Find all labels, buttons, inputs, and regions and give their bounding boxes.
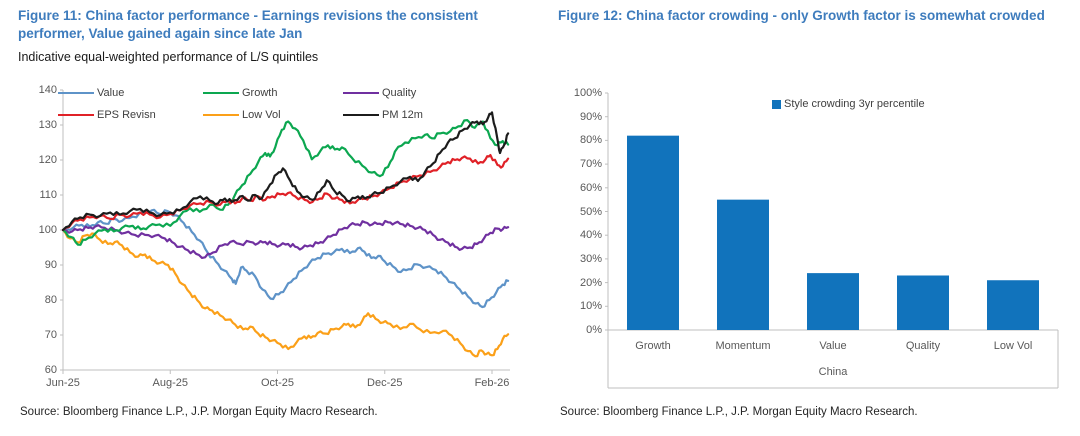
series-line-pm-12m — [61, 111, 510, 232]
fig12-y-tick-label: 10% — [579, 300, 602, 313]
fig11-legend-item: PM 12m — [343, 109, 423, 121]
fig11-y-tick-label: 100 — [38, 224, 57, 236]
fig11-legend-item: Growth — [203, 87, 277, 99]
legend-label: Value — [97, 87, 125, 99]
fig11-y-tick-label: 110 — [39, 189, 57, 201]
fig11-y-tick-label: 120 — [38, 154, 57, 166]
legend-label: Low Vol — [242, 109, 281, 121]
fig11-legend-item: Quality — [343, 87, 416, 99]
fig11-y-tick-label: 130 — [38, 119, 57, 131]
series-line-quality — [61, 219, 510, 259]
legend-label: Style crowding 3yr percentile — [784, 98, 925, 110]
figure11-source: Source: Bloomberg Finance L.P., J.P. Mor… — [20, 406, 378, 418]
legend-line-swatch — [203, 113, 239, 117]
legend-square-swatch — [772, 99, 781, 109]
bar-quality — [897, 275, 949, 330]
figure11-section: Figure 11: China factor performance - Ea… — [18, 8, 478, 418]
legend-line-swatch — [58, 113, 94, 117]
legend-line-swatch — [203, 91, 239, 95]
legend-label: PM 12m — [382, 109, 423, 121]
fig11-x-tick-label: Feb-26 — [474, 377, 510, 389]
series-line-low-vol — [61, 228, 510, 358]
figure12-section: Figure 12: China factor crowding - only … — [540, 0, 1080, 436]
fig12-y-tick-label: 0% — [586, 324, 602, 336]
series-line-growth — [61, 119, 510, 246]
fig11-y-tick-label: 90 — [44, 259, 57, 271]
fig11-x-tick-label: Aug-25 — [152, 377, 188, 389]
fig12-category-label: Growth — [635, 340, 671, 352]
fig11-y-tick-label: 140 — [38, 84, 57, 96]
fig12-y-tick-label: 60% — [579, 181, 602, 194]
legend-line-swatch — [343, 91, 379, 95]
bar-momentum — [717, 199, 769, 330]
fig11-y-tick-label: 80 — [44, 294, 57, 306]
series-line-eps-revisn — [61, 154, 510, 232]
fig12-y-tick-label: 30% — [579, 252, 602, 265]
fig12-y-tick-label: 90% — [579, 110, 602, 123]
fig12-category-label: Low Vol — [993, 340, 1033, 352]
legend-label: Quality — [382, 87, 417, 99]
bar-low-vol — [987, 280, 1039, 330]
figure11-subtitle: Indicative equal-weighted performance of… — [18, 50, 319, 64]
fig12-y-tick-label: 100% — [573, 87, 602, 99]
legend-label: EPS Revisn — [97, 109, 156, 121]
fig12-y-tick-label: 40% — [579, 229, 602, 242]
fig12-category-label: Quality — [905, 340, 941, 352]
fig12-legend-item: Style crowding 3yr percentile — [772, 98, 925, 110]
fig12-category-label: Value — [819, 340, 847, 352]
fig12-y-tick-label: 20% — [579, 276, 602, 289]
fig11-legend-item: EPS Revisn — [58, 109, 156, 121]
fig11-y-tick-label: 60 — [44, 364, 57, 376]
fig12-y-tick-label: 80% — [579, 134, 602, 147]
legend-line-swatch — [343, 113, 379, 117]
fig12-category-label: Momentum — [715, 340, 771, 352]
fig11-x-tick-label: Oct-25 — [260, 377, 294, 389]
bar-value — [807, 273, 859, 330]
figure11-title: Figure 11: China factor performance - Ea… — [18, 8, 478, 41]
figure12-source: Source: Bloomberg Finance L.P., J.P. Mor… — [560, 406, 918, 418]
fig11-x-tick-label: Jun-25 — [46, 377, 80, 389]
fig12-y-tick-label: 70% — [579, 158, 602, 171]
legend-label: Growth — [242, 87, 278, 99]
legend-line-swatch — [58, 91, 94, 95]
figure12-title: Figure 12: China factor crowding - only … — [558, 8, 1045, 23]
bar-growth — [627, 135, 679, 330]
fig11-legend-item: Value — [58, 87, 124, 99]
fig11-legend-item: Low Vol — [203, 109, 281, 121]
fig11-y-tick-label: 70 — [44, 329, 57, 341]
fig12-group-axis-label: China — [818, 366, 848, 378]
fig11-x-tick-label: Dec-25 — [367, 377, 403, 389]
fig12-y-tick-label: 50% — [579, 205, 602, 218]
